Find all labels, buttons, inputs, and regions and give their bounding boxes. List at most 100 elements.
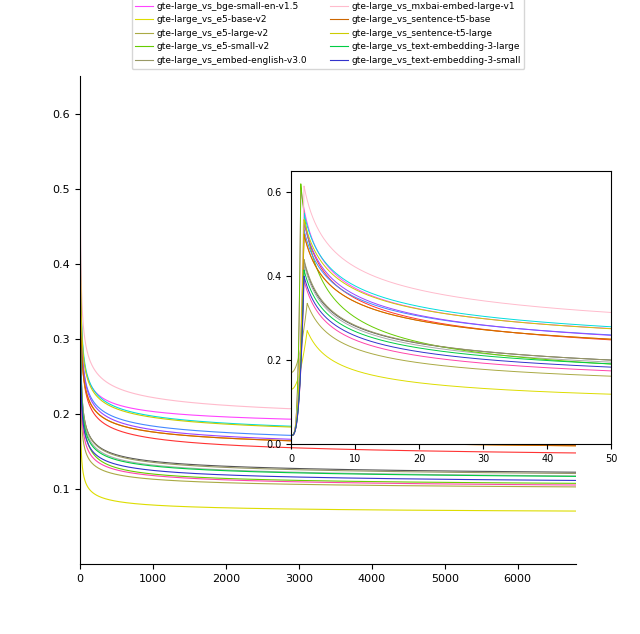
Line: gte-large_vs_text-embedding-3-small: gte-large_vs_text-embedding-3-small: [80, 264, 576, 549]
gte-large_vs_bge-small-en-v1.5: [76, 545, 84, 553]
gte-large_vs_gte-base: [473, 427, 481, 434]
gte-large_vs_bge-base-en-v1.5: [473, 448, 481, 456]
Line: gte-large_vs_e5-small-v2: gte-large_vs_e5-small-v2: [80, 101, 576, 549]
gte-large_vs_embed-english-v3.0: [473, 469, 481, 476]
gte-large_vs_bge-small-en-v1.5: [473, 418, 481, 426]
gte-large_vs_SFR-Embedding-Mistral: [567, 469, 575, 476]
gte-large_vs_gtr-t5-large: [567, 441, 575, 448]
gte-large_vs_text-embedding-3-small: [473, 476, 481, 484]
Line: gte-large_vs_gtr-t5-base: gte-large_vs_gtr-t5-base: [80, 272, 576, 549]
gte-large_vs_mxbai-embed-large-v1: [76, 545, 84, 553]
gte-large_vs_bge-large-en-v1.5: [76, 186, 84, 193]
gte-large_vs_sentence-t5-large: [76, 159, 84, 167]
Line: gte-large_vs_bge-large-en-v1.5: gte-large_vs_bge-large-en-v1.5: [80, 190, 576, 549]
gte-large_vs_SFR-Embedding-Mistral: [77, 382, 85, 389]
gte-large_vs_gte-base: [77, 316, 85, 323]
gte-large_vs_e5-large-v2: [79, 432, 86, 439]
Line: gte-large_vs_gte-small: gte-large_vs_gte-small: [80, 182, 576, 549]
gte-large_vs_text-embedding-3-large: [567, 472, 575, 480]
gte-large_vs_UAE-Large-V1: [567, 472, 575, 480]
gte-large_vs_sentence-t5-base: [76, 186, 84, 193]
gte-large_vs_gtr-t5-base: [427, 480, 435, 488]
gte-large_vs_bge-base-en-v1.5: [567, 449, 575, 456]
gte-large_vs_gtr-t5-base: [76, 545, 84, 553]
gte-large_vs_gte-small: [77, 333, 85, 340]
gte-large_vs_UAE-Large-V1: [427, 471, 435, 479]
gte-large_vs_gtr-t5-base: [248, 477, 256, 484]
gte-large_vs_sentence-t5-large: [567, 429, 575, 436]
gte-large_vs_gte-small: [427, 435, 435, 443]
gte-large_vs_bge-small-en-v1.5: [76, 104, 84, 112]
gte-large_vs_gte-base: [567, 428, 575, 436]
Line: gte-large_vs_gtr-t5-large: gte-large_vs_gtr-t5-large: [80, 167, 576, 549]
gte-large_vs_sentence-t5-base: [572, 442, 580, 450]
gte-large_vs_UAE-Large-V1: [79, 404, 86, 412]
gte-large_vs_gtr-t5-large: [79, 354, 86, 362]
gte-large_vs_e5-large-v2: [76, 309, 84, 317]
gte-large_vs_bge-large-en-v1.5: [473, 441, 481, 448]
gte-large_vs_bge-large-en-v1.5: [77, 341, 85, 349]
gte-large_vs_bge-large-en-v1.5: [79, 363, 86, 370]
gte-large_vs_embed-english-v3.0: [248, 465, 256, 472]
Line: gte-large_vs_sentence-t5-large: gte-large_vs_sentence-t5-large: [80, 163, 576, 549]
gte-large_vs_e5-small-v2: [77, 380, 85, 387]
gte-large_vs_text-embedding-3-small: [572, 477, 580, 484]
gte-large_vs_gtr-t5-base: [473, 481, 481, 488]
gte-large_vs_SFR-Embedding-Mistral: [427, 467, 435, 475]
gte-large_vs_sentence-t5-large: [76, 545, 84, 553]
gte-large_vs_UAE-Large-V1: [76, 545, 84, 553]
gte-large_vs_e5-large-v2: [248, 480, 256, 488]
gte-large_vs_gtr-t5-large: [77, 332, 85, 339]
gte-large_vs_gte-small: [76, 545, 84, 553]
gte-large_vs_sentence-t5-base: [76, 545, 84, 553]
gte-large_vs_e5-base-v2: [572, 507, 580, 515]
Legend: gte-large_vs_SFR-Embedding-Mistral, gte-large_vs_UAE-Large-V1, gte-large_vs_bge-: gte-large_vs_SFR-Embedding-Mistral, gte-…: [132, 0, 524, 68]
gte-large_vs_text-embedding-3-small: [76, 545, 84, 553]
gte-large_vs_e5-base-v2: [567, 507, 575, 515]
gte-large_vs_sentence-t5-base: [473, 441, 481, 448]
gte-large_vs_text-embedding-3-large: [473, 472, 481, 479]
gte-large_vs_e5-large-v2: [567, 483, 575, 491]
Line: gte-large_vs_e5-base-v2: gte-large_vs_e5-base-v2: [80, 362, 576, 511]
gte-large_vs_text-embedding-3-large: [248, 468, 256, 476]
gte-large_vs_gtr-t5-base: [76, 268, 84, 276]
gte-large_vs_sentence-t5-base: [427, 440, 435, 448]
gte-large_vs_text-embedding-3-large: [76, 249, 84, 257]
gte-large_vs_e5-small-v2: [572, 479, 580, 487]
gte-large_vs_mxbai-embed-large-v1: [567, 411, 575, 419]
gte-large_vs_bge-small-en-v1.5: [248, 414, 256, 422]
gte-large_vs_embed-english-v3.0: [567, 470, 575, 477]
gte-large_vs_sentence-t5-base: [248, 436, 256, 443]
gte-large_vs_gtr-t5-base: [567, 481, 575, 489]
gte-large_vs_bge-base-en-v1.5: [572, 449, 580, 456]
gte-large_vs_e5-base-v2: [248, 505, 256, 512]
gte-large_vs_sentence-t5-large: [77, 320, 85, 328]
gte-large_vs_gtr-t5-large: [572, 441, 580, 448]
gte-large_vs_gte-small: [248, 430, 256, 437]
gte-large_vs_embed-english-v3.0: [79, 401, 86, 408]
gte-large_vs_bge-base-en-v1.5: [79, 363, 86, 370]
gte-large_vs_mxbai-embed-large-v1: [77, 286, 85, 294]
Line: gte-large_vs_e5-large-v2: gte-large_vs_e5-large-v2: [80, 313, 576, 487]
gte-large_vs_text-embedding-3-small: [248, 472, 256, 480]
Line: gte-large_vs_gte-base: gte-large_vs_gte-base: [80, 152, 576, 549]
gte-large_vs_UAE-Large-V1: [473, 471, 481, 479]
gte-large_vs_bge-large-en-v1.5: [572, 442, 580, 450]
gte-large_vs_bge-small-en-v1.5: [77, 320, 85, 328]
gte-large_vs_e5-base-v2: [76, 358, 84, 366]
Line: gte-large_vs_embed-english-v3.0: gte-large_vs_embed-english-v3.0: [80, 235, 576, 549]
gte-large_vs_text-embedding-3-large: [427, 471, 435, 479]
gte-large_vs_sentence-t5-base: [77, 341, 85, 349]
gte-large_vs_e5-large-v2: [572, 483, 580, 491]
gte-large_vs_SFR-Embedding-Mistral: [79, 401, 86, 408]
gte-large_vs_text-embedding-3-small: [79, 415, 86, 422]
gte-large_vs_mxbai-embed-large-v1: [76, 100, 84, 107]
gte-large_vs_mxbai-embed-large-v1: [248, 403, 256, 411]
gte-large_vs_gtr-t5-large: [473, 439, 481, 447]
gte-large_vs_UAE-Large-V1: [248, 467, 256, 475]
gte-large_vs_SFR-Embedding-Mistral: [76, 235, 84, 242]
gte-large_vs_mxbai-embed-large-v1: [79, 312, 86, 320]
Line: gte-large_vs_SFR-Embedding-Mistral: gte-large_vs_SFR-Embedding-Mistral: [80, 238, 576, 549]
gte-large_vs_e5-base-v2: [473, 507, 481, 514]
gte-large_vs_e5-small-v2: [427, 479, 435, 486]
